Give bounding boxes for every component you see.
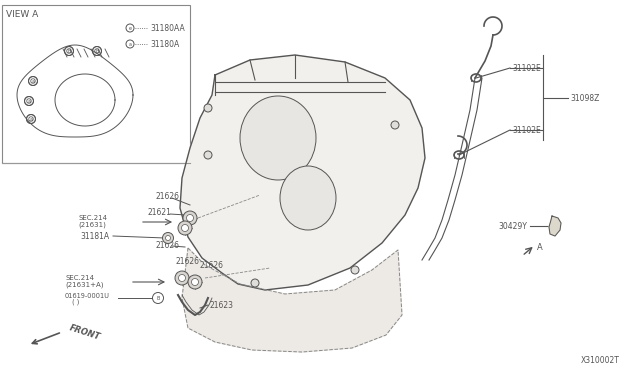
Text: 21621: 21621	[148, 208, 172, 217]
Polygon shape	[549, 216, 561, 236]
Text: 01619-0001U: 01619-0001U	[65, 293, 110, 299]
Text: X310002T: X310002T	[581, 356, 620, 365]
Text: a: a	[29, 116, 33, 122]
Circle shape	[93, 46, 102, 55]
Text: 31102E: 31102E	[512, 64, 541, 73]
Circle shape	[251, 279, 259, 287]
Text: VIEW A: VIEW A	[6, 10, 38, 19]
Circle shape	[204, 104, 212, 112]
Circle shape	[391, 121, 399, 129]
Circle shape	[65, 46, 74, 55]
Text: a: a	[129, 42, 131, 46]
Circle shape	[188, 275, 202, 289]
Text: 31098Z: 31098Z	[570, 93, 600, 103]
Circle shape	[67, 49, 71, 53]
Text: b: b	[95, 48, 99, 54]
Circle shape	[29, 117, 33, 121]
Ellipse shape	[280, 166, 336, 230]
Text: 21626: 21626	[155, 192, 179, 201]
Text: 21626: 21626	[155, 241, 179, 250]
Circle shape	[29, 77, 38, 86]
Circle shape	[186, 215, 193, 221]
Text: B: B	[156, 295, 160, 301]
Circle shape	[182, 224, 189, 231]
Text: 21623: 21623	[210, 301, 234, 310]
Text: 31180AA: 31180AA	[150, 23, 185, 32]
Circle shape	[204, 151, 212, 159]
Text: 21626: 21626	[175, 257, 199, 266]
Circle shape	[351, 266, 359, 274]
Text: (21631+A): (21631+A)	[65, 282, 104, 288]
Text: FRONT: FRONT	[68, 324, 101, 342]
Text: ( ): ( )	[72, 299, 79, 305]
Text: SEC.214: SEC.214	[65, 275, 94, 281]
Circle shape	[27, 99, 31, 103]
Text: 31102E: 31102E	[512, 125, 541, 135]
Text: 31181A: 31181A	[80, 231, 109, 241]
Text: 21626: 21626	[200, 262, 224, 270]
Text: e: e	[129, 26, 131, 31]
Circle shape	[175, 271, 189, 285]
Text: (21631): (21631)	[78, 222, 106, 228]
Polygon shape	[182, 248, 402, 352]
Circle shape	[191, 279, 198, 285]
Circle shape	[31, 79, 35, 83]
Text: a: a	[28, 99, 31, 103]
Text: 31180A: 31180A	[150, 39, 179, 48]
Text: SEC.214: SEC.214	[78, 215, 107, 221]
Circle shape	[95, 49, 99, 53]
Text: 30429Y: 30429Y	[498, 221, 527, 231]
Circle shape	[179, 275, 186, 282]
Circle shape	[166, 235, 170, 241]
Circle shape	[24, 96, 33, 106]
Circle shape	[163, 232, 173, 244]
Circle shape	[178, 221, 192, 235]
Bar	[2, 5, 190, 163]
Text: a: a	[31, 78, 35, 83]
Text: A: A	[537, 244, 543, 253]
Text: b: b	[67, 48, 70, 54]
Circle shape	[183, 211, 197, 225]
Polygon shape	[180, 55, 425, 290]
Circle shape	[26, 115, 35, 124]
Ellipse shape	[240, 96, 316, 180]
